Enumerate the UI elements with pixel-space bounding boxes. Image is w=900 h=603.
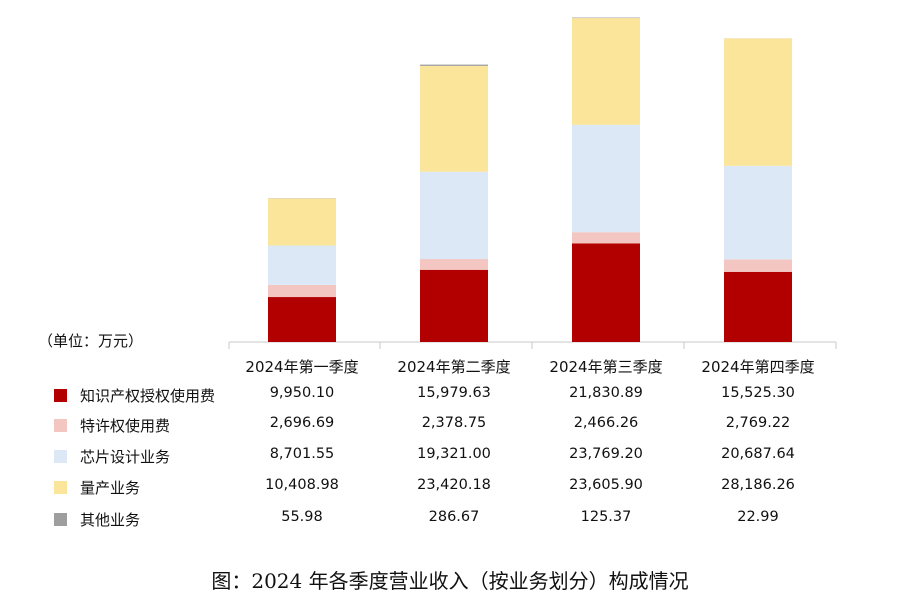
unit-label: （单位：万元）: [38, 332, 144, 350]
category-label: 2024年第四季度: [701, 358, 815, 376]
table-cell: 2,466.26: [573, 415, 639, 431]
bar-segment-q3-series-5: [572, 17, 640, 19]
table-cell: 19,321.00: [417, 446, 491, 462]
bar-segment-q2-series-2: [420, 259, 488, 270]
bar-segment-q2-series-3: [420, 171, 488, 260]
bar-segment-q3-series-1: [572, 243, 640, 342]
table-cell: 125.37: [580, 509, 632, 525]
table-cell: 2,696.69: [269, 415, 335, 431]
table-cell: 20,687.64: [721, 446, 795, 462]
legend-swatch: [54, 513, 67, 526]
category-label: 2024年第三季度: [549, 358, 663, 376]
bar-segment-q1-series-2: [268, 284, 336, 298]
bar-segment-q1-series-3: [268, 245, 336, 285]
category-label: 2024年第二季度: [397, 358, 511, 376]
table-cell: 23,420.18: [417, 477, 491, 493]
table-cell: 55.98: [281, 509, 323, 525]
legend-swatch: [54, 389, 67, 402]
table-cell: 9,950.10: [269, 385, 335, 401]
bar-segment-q2-series-5: [420, 64, 488, 66]
bar-segment-q4-series-3: [724, 165, 792, 260]
table-row: 其他业务 55.98 286.67 125.37 22.99: [0, 505, 900, 535]
bar-segment-q3-series-2: [572, 232, 640, 244]
series-name: 其他业务: [80, 511, 141, 529]
series-name: 芯片设计业务: [80, 448, 171, 466]
table-cell: 22.99: [737, 509, 779, 525]
category-label: 2024年第一季度: [245, 358, 359, 376]
table-cell: 23,769.20: [569, 446, 643, 462]
table-row: 芯片设计业务 8,701.55 19,321.00 23,769.20 20,687.6…: [0, 442, 900, 472]
table-cell: 2,378.75: [421, 415, 487, 431]
legend-swatch: [54, 481, 67, 494]
legend-swatch: [54, 450, 67, 463]
bar-segment-q4-series-1: [724, 271, 792, 342]
stacked-bar-chart: [228, 17, 837, 349]
series-name: 知识产权授权使用费: [80, 387, 216, 405]
table-row: 量产业务 10,408.98 23,420.18 23,605.90 28,186.26: [0, 473, 900, 503]
series-name: 特许权使用费: [80, 417, 171, 435]
bar-segment-q1-series-1: [268, 297, 336, 342]
figure-caption: 图：2024 年各季度营业收入（按业务划分）构成情况: [211, 569, 689, 593]
table-cell: 28,186.26: [721, 477, 795, 493]
bar-segment-q2-series-1: [420, 269, 488, 342]
bar-segment-q3-series-3: [572, 124, 640, 233]
table-cell: 2,769.22: [725, 415, 791, 431]
table-cell: 15,525.30: [721, 385, 795, 401]
table-row: 特许权使用费 2,696.69 2,378.75 2,466.26 2,769.22: [0, 411, 900, 441]
table-cell: 10,408.98: [265, 477, 339, 493]
bar-segment-q4-series-4: [724, 38, 792, 166]
bar-segment-q1-series-4: [268, 198, 336, 246]
table-cell: 15,979.63: [417, 385, 491, 401]
table-row: 知识产权授权使用费 9,950.10 15,979.63 21,830.89 15,52…: [0, 381, 900, 411]
bar-segment-q4-series-2: [724, 259, 792, 272]
table-cell: 8,701.55: [269, 446, 335, 462]
bar-segment-q3-series-4: [572, 18, 640, 125]
series-name: 量产业务: [80, 479, 141, 497]
bar-segment-q2-series-4: [420, 65, 488, 172]
table-cell: 21,830.89: [569, 385, 643, 401]
legend-swatch: [54, 419, 67, 432]
table-cell: 23,605.90: [569, 477, 643, 493]
table-cell: 286.67: [428, 509, 480, 525]
